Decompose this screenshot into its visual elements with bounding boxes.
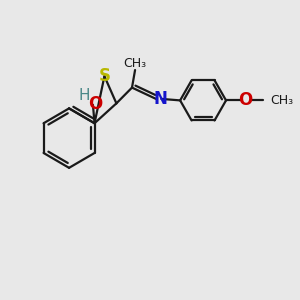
Text: S: S [98,67,110,85]
Text: CH₃: CH₃ [124,57,147,70]
Text: N: N [153,90,167,108]
Text: O: O [88,95,102,113]
Text: H: H [78,88,90,103]
Text: O: O [238,91,252,109]
Text: CH₃: CH₃ [270,94,293,107]
